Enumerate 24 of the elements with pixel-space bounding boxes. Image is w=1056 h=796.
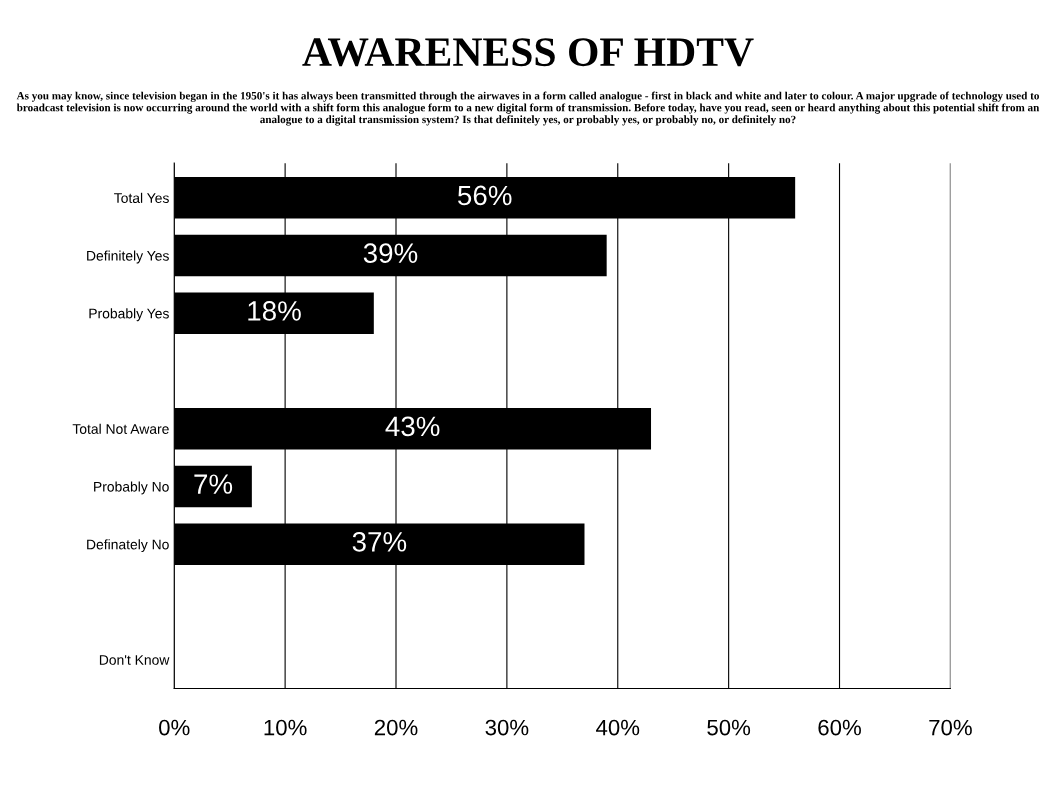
y-tick-label: Total Not Aware — [72, 423, 169, 434]
data-label: 18% — [248, 301, 301, 321]
y-tick-label: Don't Know — [99, 655, 170, 665]
data-label: 7% — [194, 474, 233, 494]
data-label: 39% — [363, 243, 418, 264]
x-tick-label: 50% — [707, 719, 751, 736]
x-tick-label: 40% — [596, 719, 640, 736]
y-tick-label: Definately No — [87, 539, 169, 553]
x-tick-label: 60% — [818, 719, 861, 736]
data-label: 43% — [385, 416, 440, 437]
x-tick-label: 10% — [264, 719, 307, 736]
chart-subtitle: As you may know, since television began in the 1950's it has always been transmitted through the airwaves in a form called analogue - first in black and white and later to colour. A major upgrade of technology used to broadcast television is now occurring around the world with a shift form this analogue form to a new digital form of transmission. Before today, have you read, seen or heard anything about this potential shift from an analogue to a digital transmission system? Is that definitely yes, or probably yes, or probably no, or definitely no? — [16, 91, 1040, 126]
x-tick-label: 70% — [929, 719, 972, 736]
x-tick-label: 0% — [159, 719, 190, 736]
y-tick-label: Probably No — [94, 481, 169, 495]
y-tick-label: Definitely Yes — [87, 250, 169, 264]
data-label: 37% — [352, 532, 407, 552]
y-tick-label: Total Yes — [114, 192, 169, 203]
x-tick-label: 30% — [485, 719, 529, 736]
y-tick-label: Probably Yes — [89, 308, 169, 322]
bar — [174, 465, 252, 508]
x-tick-label: 20% — [374, 719, 418, 736]
chart-title: AWARENESS OF HDTV — [302, 38, 754, 67]
data-label: 56% — [458, 185, 512, 206]
